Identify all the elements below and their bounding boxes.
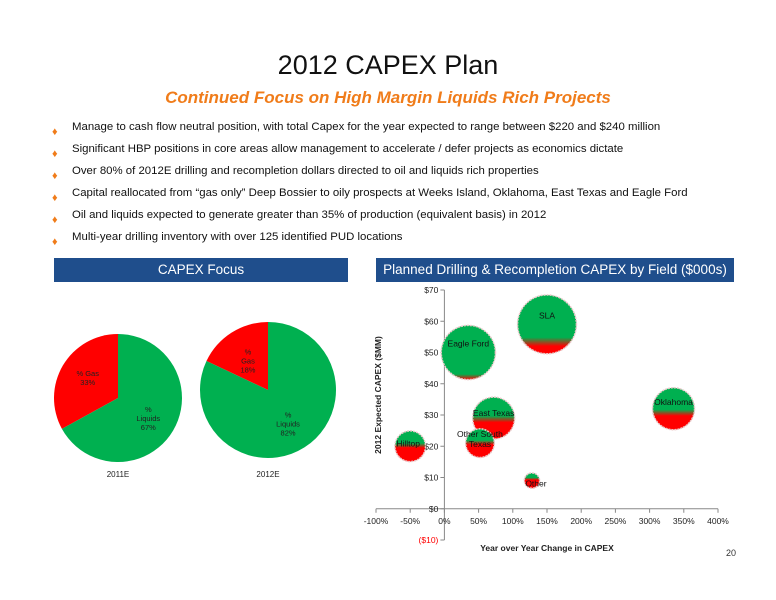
y-axis-title: 2012 Expected CAPEX ($MM) <box>373 336 383 454</box>
diamond-bullet-icon: ♦ <box>52 170 58 182</box>
bubble-oklahoma <box>651 387 696 431</box>
diamond-bullet-icon: ♦ <box>52 148 58 160</box>
y-tick-label: $30 <box>424 410 438 420</box>
bubble-label: SLA <box>539 310 555 320</box>
diamond-bullet-icon: ♦ <box>52 126 58 138</box>
pie-slice-liquids <box>199 322 336 458</box>
bullet-list: ♦ Manage to cash flow neutral position, w… <box>50 116 770 248</box>
y-tick-label: $0 <box>429 504 439 514</box>
bubble-label: Other <box>525 479 546 489</box>
x-tick-label: 200% <box>570 516 592 526</box>
list-item: ♦ Capital reallocated from “gas only” Dee… <box>50 182 770 204</box>
pie-slice-gas <box>54 334 118 429</box>
y-tick-label: $10 <box>424 473 438 483</box>
pie-slice-label: % Gas 33% <box>76 369 99 387</box>
y-tick-label: $70 <box>424 285 438 295</box>
x-tick-label: -50% <box>400 516 420 526</box>
pie-slice-liquids <box>61 334 182 462</box>
bubble-label: Eagle Ford <box>448 339 490 349</box>
y-tick-label: $60 <box>424 316 438 326</box>
page-number: 20 <box>725 548 736 558</box>
bullet-text: Capital reallocated from “gas only” Deep… <box>72 187 688 199</box>
page-title: 2012 CAPEX Plan <box>277 50 499 80</box>
bullet-text: Over 80% of 2012E drilling and recomplet… <box>72 165 539 177</box>
pie-slice-label: % Liquids 82% <box>276 411 300 438</box>
bullet-text: Manage to cash flow neutral position, wi… <box>72 121 661 133</box>
list-item: ♦ Manage to cash flow neutral position, w… <box>50 116 770 138</box>
x-tick-label: 0% <box>438 516 451 526</box>
x-tick-label: 50% <box>470 516 487 526</box>
bubble-label: Oklahoma <box>654 397 693 407</box>
bubble-eagle-ford <box>440 324 497 381</box>
diamond-bullet-icon: ♦ <box>52 236 58 248</box>
bubble-label: Hilltop <box>396 438 420 448</box>
y-tick-label: ($10) <box>419 535 439 545</box>
bubble-label: East Texas <box>473 408 514 418</box>
x-tick-label: -100% <box>364 516 389 526</box>
pie-slice-label: % Gas 18% <box>240 347 255 374</box>
diamond-bullet-icon: ♦ <box>52 192 58 204</box>
pie-year-label: 2011E <box>107 470 130 479</box>
bullet-text: Oil and liquids expected to generate gre… <box>72 209 547 221</box>
page-subtitle: Continued Focus on High Margin Liquids R… <box>165 88 611 107</box>
y-tick-label: $50 <box>424 348 438 358</box>
x-tick-label: 400% <box>707 516 729 526</box>
bubble-chart-header: Planned Drilling & Recompletion CAPEX by… <box>376 258 734 282</box>
list-item: ♦ Multi-year drilling inventory with over… <box>50 226 770 248</box>
list-item: ♦ Oil and liquids expected to generate gr… <box>50 204 770 226</box>
bubble-hilltop <box>394 430 427 463</box>
bullet-text: Multi-year drilling inventory with over … <box>72 231 403 243</box>
y-tick-label: $40 <box>424 379 438 389</box>
pie-slice-label: % Liquids 67% <box>136 405 160 432</box>
pie-slice-gas <box>206 322 268 390</box>
x-tick-label: 250% <box>605 516 627 526</box>
pie-year-label: 2012E <box>256 470 279 479</box>
x-tick-label: 350% <box>673 516 695 526</box>
y-tick-label: $20 <box>424 441 438 451</box>
capex-focus-header: CAPEX Focus <box>54 258 348 282</box>
x-tick-label: 300% <box>639 516 661 526</box>
x-tick-label: 100% <box>502 516 524 526</box>
bubble-sla <box>516 294 578 355</box>
list-item: ♦ Significant HBP positions in core areas… <box>50 138 770 160</box>
x-axis-title: Year over Year Change in CAPEX <box>480 543 614 553</box>
bubble-other-south-texas <box>464 428 496 459</box>
diamond-bullet-icon: ♦ <box>52 214 58 226</box>
x-tick-label: 150% <box>536 516 558 526</box>
bubble-label: Other South Texas <box>457 429 503 449</box>
bullet-text: Significant HBP positions in core areas … <box>72 143 624 155</box>
list-item: ♦ Over 80% of 2012E drilling and recomple… <box>50 160 770 182</box>
bubble-other <box>523 472 541 490</box>
